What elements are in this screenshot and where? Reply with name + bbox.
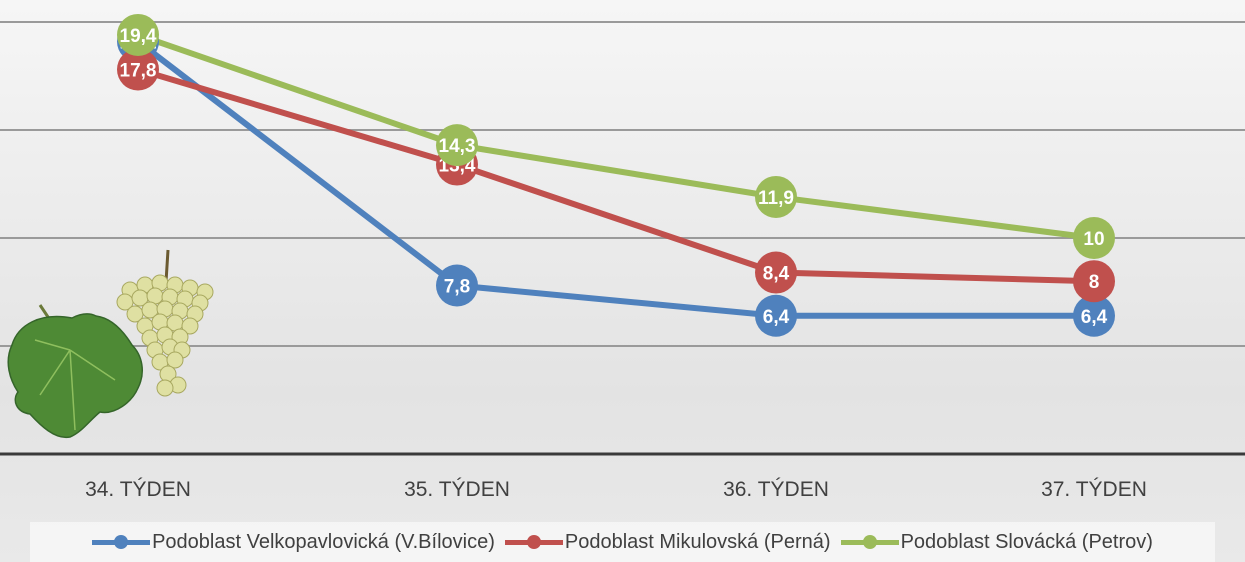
data-marker-s2-p1 xyxy=(436,124,478,167)
legend: Podoblast Velkopavlovická (V.Bílovice) P… xyxy=(30,522,1215,562)
data-label-s1-p3: 8 xyxy=(1089,272,1100,293)
x-tick-label-35: 35. TÝDEN xyxy=(404,478,510,501)
data-label-s1-p0: 17,8 xyxy=(120,61,157,82)
legend-swatch-red xyxy=(504,535,563,549)
data-marker-s0-p2 xyxy=(755,294,797,337)
legend-item-slovacka: Podoblast Slovácká (Petrov) xyxy=(840,530,1153,554)
data-label-s1-p2: 8,4 xyxy=(763,264,790,285)
data-label-s2-p0: 19,4 xyxy=(120,26,157,47)
legend-label-mikulovska: Podoblast Mikulovská (Perná) xyxy=(564,530,831,553)
data-label-s2-p3: 10 xyxy=(1083,229,1104,250)
x-tick-label-34: 34. TÝDEN xyxy=(85,478,191,501)
legend-item-velkopavlovicka: Podoblast Velkopavlovická (V.Bílovice) xyxy=(92,531,495,554)
data-label-s2-p2: 11,9 xyxy=(758,188,794,209)
data-marker-s0-p3 xyxy=(1073,294,1115,337)
data-label-s0-p3: 6,4 xyxy=(1081,307,1108,328)
series-line-2 xyxy=(137,32,1095,241)
legend-label-velkopavlovicka: Podoblast Velkopavlovická (V.Bílovice) xyxy=(152,530,495,553)
data-label-s0-p1: 7,8 xyxy=(444,277,470,298)
data-label-s0-p2: 6,4 xyxy=(763,307,790,328)
series-line-1 xyxy=(137,66,1095,285)
data-marker-s0-p1 xyxy=(436,264,478,307)
data-marker-s2-p0 xyxy=(117,13,159,56)
data-marker-s2-p3 xyxy=(1073,217,1115,259)
legend-swatch-green xyxy=(840,535,899,549)
series-line-0 xyxy=(136,39,1094,319)
grape-decoration-icon xyxy=(7,249,214,439)
legend-swatch-blue xyxy=(92,535,151,549)
data-marker-s1-p3 xyxy=(1073,260,1115,303)
data-marker-s2-p2 xyxy=(755,175,797,218)
legend-label-slovacka: Podoblast Slovácká (Petrov) xyxy=(900,530,1153,553)
x-tick-label-37: 37. TÝDEN xyxy=(1041,478,1147,501)
legend-item-mikulovska: Podoblast Mikulovská (Perná) xyxy=(504,530,831,554)
data-label-s2-p1: 14,3 xyxy=(439,136,476,157)
x-tick-label-36: 36. TÝDEN xyxy=(723,478,829,501)
data-marker-s1-p2 xyxy=(755,251,797,294)
data-marker-s1-p0 xyxy=(117,48,159,91)
